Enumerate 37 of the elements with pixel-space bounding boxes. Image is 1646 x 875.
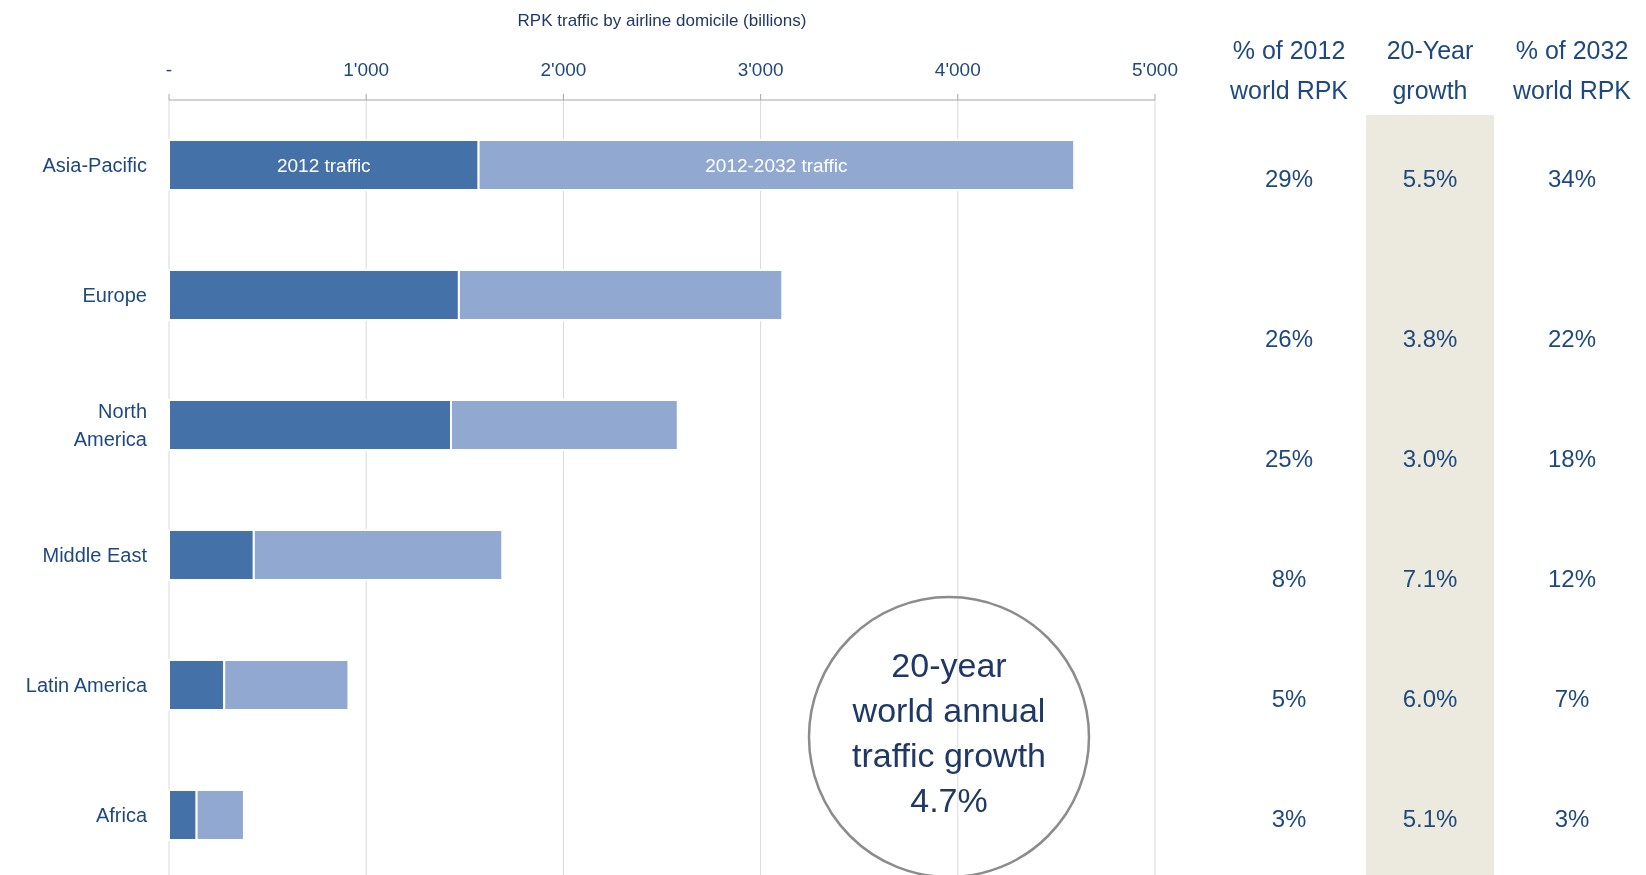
- text: 5.1%: [1402, 805, 1458, 832]
- text: % of 2032 world RPK: [1511, 36, 1632, 104]
- y-tick-label: Latin America: [25, 674, 148, 696]
- text: 6.0%: [1402, 685, 1458, 712]
- text: 22%: [1547, 325, 1597, 352]
- x-tick-label: 3'000: [737, 59, 784, 80]
- chart-title: RPK traffic by airline domicile (billions): [517, 11, 807, 30]
- text: 18%: [1547, 445, 1597, 472]
- text: 12%: [1547, 565, 1597, 592]
- x-tick-label: -: [165, 59, 173, 80]
- text: 8%: [1271, 565, 1307, 592]
- x-tick-label: 1'000: [343, 59, 390, 80]
- series-label: 2012 traffic: [276, 155, 371, 176]
- y-tick-label: Asia-Pacific: [42, 154, 147, 176]
- text: 7.1%: [1402, 565, 1458, 592]
- text: 5%: [1271, 685, 1307, 712]
- text: 3%: [1554, 805, 1590, 832]
- text: 3%: [1271, 805, 1307, 832]
- y-tick-label: Middle East: [42, 544, 148, 566]
- text: 5.5%: [1402, 165, 1458, 192]
- text: 29%: [1264, 165, 1314, 192]
- text: 3.0%: [1402, 445, 1458, 472]
- text: 20-Year growth: [1386, 36, 1474, 104]
- text: 25%: [1264, 445, 1314, 472]
- x-tick-label: 2'000: [540, 59, 587, 80]
- series-label: 2012-2032 traffic: [705, 155, 848, 176]
- y-tick-label: Europe: [82, 284, 147, 306]
- text: 7%: [1554, 685, 1590, 712]
- text: 34%: [1547, 165, 1597, 192]
- text: % of 2012 world RPK: [1228, 36, 1349, 104]
- text: 26%: [1264, 325, 1314, 352]
- x-tick-label: 4'000: [934, 59, 981, 80]
- y-tick-label: Africa: [95, 804, 148, 826]
- text: 3.8%: [1402, 325, 1458, 352]
- x-tick-label: 5'000: [1132, 59, 1178, 80]
- annotation: 20-year world annual traffic growth 4.7%: [851, 645, 1047, 819]
- y-tick-label: North America: [73, 400, 148, 450]
